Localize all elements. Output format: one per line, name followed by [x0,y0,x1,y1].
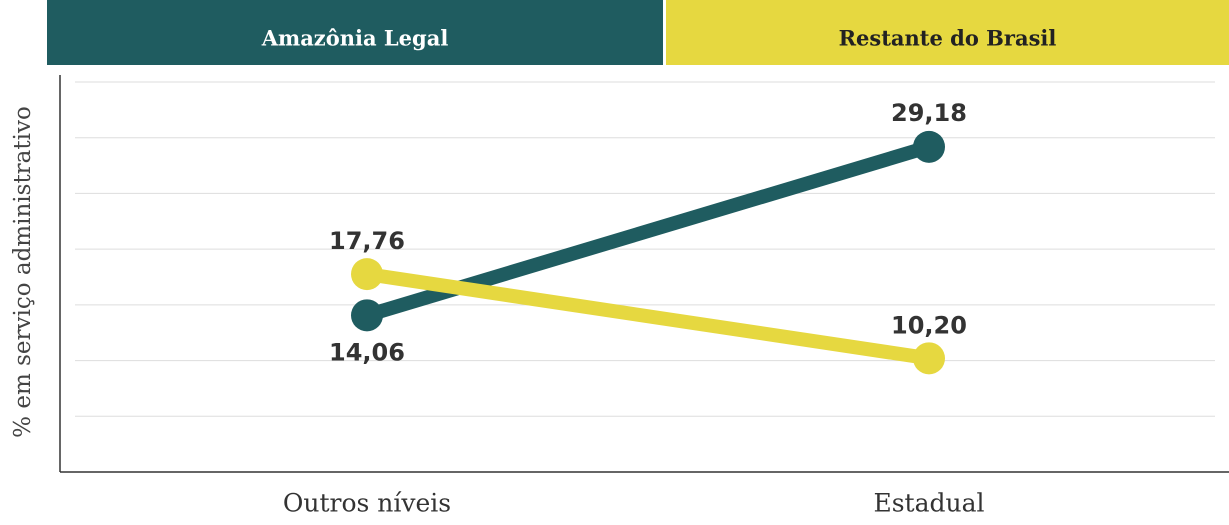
legend-label: Restante do Brasil [839,26,1057,51]
data-label: 14,06 [329,338,405,366]
legend-label: Amazônia Legal [261,26,449,51]
point [913,342,945,375]
data-label: 10,20 [891,311,967,339]
x-tick-label: Estadual [873,489,984,518]
legend-swatch [47,0,663,65]
data-label: 17,76 [329,227,405,255]
point [351,299,383,332]
y-axis-label: % em serviço administrativo [10,106,36,438]
x-tick-label: Outros níveis [283,489,451,518]
data-label: 29,18 [891,99,967,127]
legend-swatch [666,0,1229,65]
line [365,267,931,366]
point [351,258,383,291]
point [913,130,945,163]
